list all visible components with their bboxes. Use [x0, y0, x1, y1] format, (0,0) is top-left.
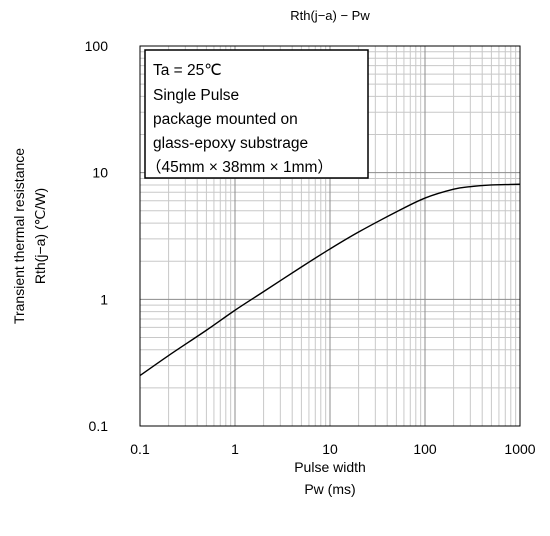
y-axis-label-line-2: Rth(j−a) (℃/W) [32, 188, 48, 284]
x-tick-labels: 0.1 1 10 100 1000 [130, 441, 536, 457]
annotation-line-4: glass-epoxy substrage [153, 135, 308, 152]
x-axis-label-line-2: Pw (ms) [304, 481, 355, 497]
annotation-box: Ta = 25℃ Single Pulse package mounted on… [145, 50, 368, 178]
x-tick-label: 0.1 [130, 441, 150, 457]
x-tick-label: 1000 [504, 441, 535, 457]
y-tick-label: 10 [92, 165, 108, 181]
annotation-line-1: Ta = 25℃ [153, 62, 222, 79]
annotation-line-5: （45mm × 38mm × 1mm） [146, 159, 333, 176]
y-tick-label: 0.1 [89, 418, 109, 434]
x-axis-label-line-1: Pulse width [294, 459, 366, 475]
y-tick-label: 100 [85, 38, 109, 54]
x-tick-label: 10 [322, 441, 338, 457]
x-tick-label: 100 [413, 441, 437, 457]
y-axis-label-line-1: Transient thermal resistance [11, 148, 27, 324]
y-tick-labels: 0.1 1 10 100 [85, 38, 109, 434]
y-tick-label: 1 [100, 291, 108, 307]
annotation-line-3: package mounted on [153, 111, 298, 128]
annotation-line-2: Single Pulse [153, 87, 239, 104]
x-tick-label: 1 [231, 441, 239, 457]
chart-title: Rth(j−a) − Pw [290, 8, 370, 23]
